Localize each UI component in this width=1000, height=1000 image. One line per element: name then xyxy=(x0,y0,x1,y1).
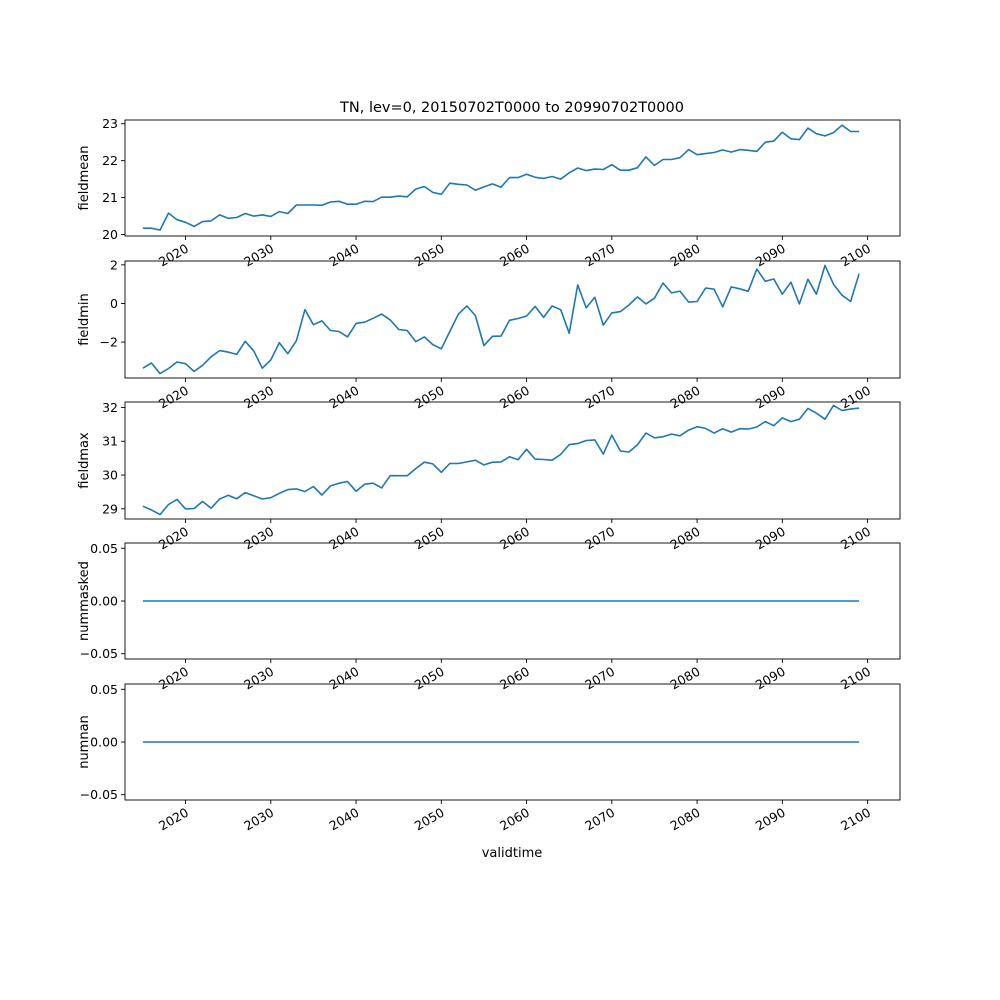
subplot-fieldmin: −2 0 2 2020 2030 2040 2050 2060 2070 2080 2090 2100… xyxy=(77,257,901,412)
series-line-fieldmin xyxy=(142,264,860,375)
y-axis-label: fieldmax xyxy=(77,432,92,489)
y-tick-label: 30 xyxy=(102,468,118,483)
y-tick-label: 0 xyxy=(110,296,118,311)
x-tick-label: 2030 xyxy=(241,383,276,412)
y-tick-label: 2 xyxy=(110,257,118,272)
y-tick-label: 0.00 xyxy=(90,735,118,750)
x-tick-label: 2050 xyxy=(412,805,447,834)
x-tick-label: 2050 xyxy=(412,524,447,553)
x-tick-label: 2100 xyxy=(838,524,873,553)
series-line-fieldmean xyxy=(142,124,860,231)
y-axis-label: nummasked xyxy=(77,561,92,641)
y-tick-label: 22 xyxy=(102,153,118,168)
y-tick-label: 0.00 xyxy=(90,594,118,609)
y-tick-label: 31 xyxy=(102,434,118,449)
y-tick-label: 29 xyxy=(102,501,118,516)
x-tick-label: 2020 xyxy=(156,524,191,553)
x-tick-label: 2090 xyxy=(753,664,788,693)
axes-frame xyxy=(124,401,901,520)
x-tick-label: 2080 xyxy=(668,241,703,270)
y-tick-label: 32 xyxy=(102,400,118,415)
x-tick-label: 2090 xyxy=(753,383,788,412)
y-tick-label: 0.05 xyxy=(90,541,118,556)
subplot-fieldmean: 20 21 22 23 2020 2030 2040 2050 2060 2070 2080 2090… xyxy=(77,116,901,270)
x-tick-label: 2080 xyxy=(668,805,703,834)
x-tick-label: 2100 xyxy=(838,805,873,834)
x-tick-label: 2060 xyxy=(497,805,532,834)
y-tick-label: −2 xyxy=(100,335,118,350)
y-tick-label: 0.05 xyxy=(90,682,118,697)
axes-frame xyxy=(124,119,901,237)
y-tick-label: 23 xyxy=(102,116,118,131)
axes-frame xyxy=(124,260,901,379)
x-tick-label: 2090 xyxy=(753,524,788,553)
x-tick-label: 2040 xyxy=(327,383,362,412)
y-tick-label: 20 xyxy=(102,227,118,242)
x-tick-label: 2100 xyxy=(838,664,873,693)
x-tick-label: 2040 xyxy=(327,805,362,834)
x-tick-label: 2050 xyxy=(412,241,447,270)
x-tick-label: 2030 xyxy=(241,241,276,270)
x-tick-label: 2070 xyxy=(582,805,617,834)
x-tick-label: 2040 xyxy=(327,524,362,553)
series-line-fieldmax xyxy=(142,404,860,516)
y-tick-label: −0.05 xyxy=(80,646,118,661)
x-tick-label: 2070 xyxy=(582,383,617,412)
x-tick-label: 2070 xyxy=(582,241,617,270)
y-tick-label: −0.05 xyxy=(80,787,118,802)
x-tick-label: 2070 xyxy=(582,664,617,693)
x-tick-label: 2050 xyxy=(412,383,447,412)
x-tick-label: 2100 xyxy=(838,241,873,270)
subplot-numnan: −0.05 0.00 0.05 2020 2030 2040 2050 2060 2070 208… xyxy=(77,682,901,834)
chart-title: TN, lev=0, 20150702T0000 to 20990702T000… xyxy=(339,100,684,116)
x-tick-label: 2090 xyxy=(753,805,788,834)
x-tick-label: 2030 xyxy=(241,524,276,553)
x-tick-label: 2060 xyxy=(497,664,532,693)
x-tick-label: 2030 xyxy=(241,805,276,834)
y-axis-label: numnan xyxy=(77,715,92,769)
subplot-fieldmax: 29 30 31 32 2020 2030 2040 2050 2060 2070 2080 2090… xyxy=(77,400,901,553)
y-axis-label: fieldmean xyxy=(77,146,92,211)
x-tick-label: 2080 xyxy=(668,664,703,693)
x-tick-label: 2060 xyxy=(497,524,532,553)
x-tick-label: 2100 xyxy=(838,383,873,412)
x-axis-label: validtime xyxy=(482,846,543,861)
x-tick-label: 2040 xyxy=(327,664,362,693)
y-tick-label: 21 xyxy=(102,190,118,205)
x-tick-label: 2080 xyxy=(668,383,703,412)
x-tick-label: 2020 xyxy=(156,805,191,834)
x-tick-label: 2060 xyxy=(497,383,532,412)
y-axis-label: fieldmin xyxy=(77,293,92,346)
x-tick-label: 2050 xyxy=(412,664,447,693)
x-tick-label: 2040 xyxy=(327,241,362,270)
x-tick-label: 2080 xyxy=(668,524,703,553)
x-tick-label: 2030 xyxy=(241,664,276,693)
subplot-nummasked: −0.05 0.00 0.05 2020 2030 2040 2050 2060 2070 208… xyxy=(77,541,901,693)
x-tick-label: 2090 xyxy=(753,241,788,270)
x-tick-label: 2070 xyxy=(582,524,617,553)
x-tick-label: 2020 xyxy=(156,383,191,412)
x-tick-label: 2020 xyxy=(156,664,191,693)
x-tick-label: 2060 xyxy=(497,241,532,270)
x-tick-label: 2020 xyxy=(156,241,191,270)
